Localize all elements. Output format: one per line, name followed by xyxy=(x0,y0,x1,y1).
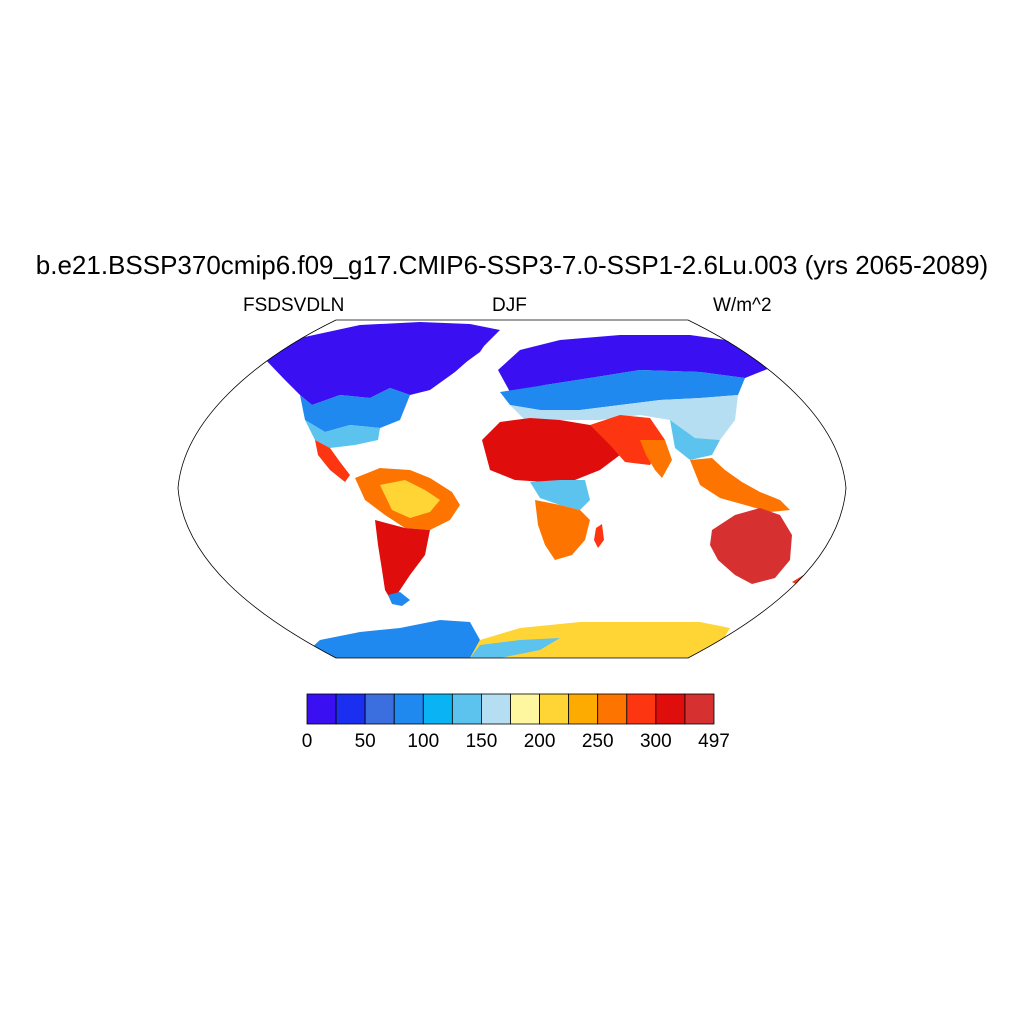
eurasia-south xyxy=(510,395,738,440)
colorbar-swatch xyxy=(684,693,715,725)
colorbar-swatch xyxy=(481,693,511,725)
colorbar-tick-label: 150 xyxy=(465,731,498,752)
colorbar xyxy=(306,693,715,725)
southern-africa xyxy=(535,500,590,560)
central-africa xyxy=(530,480,590,510)
eurasia-arctic xyxy=(498,335,772,392)
patagonia xyxy=(388,592,410,606)
variable-name: FSDSVDLN xyxy=(243,295,345,316)
eurasia-mid xyxy=(500,370,745,410)
madagascar xyxy=(594,524,604,548)
colorbar-swatch xyxy=(364,693,395,725)
units-label: W/m^2 xyxy=(713,295,772,316)
south-america-south xyxy=(375,520,430,602)
colorbar-swatch xyxy=(626,693,657,725)
colorbar-swatch xyxy=(568,693,599,725)
china-south xyxy=(670,420,720,460)
colorbar-tick-label: 300 xyxy=(639,731,672,752)
antarctica-west xyxy=(300,620,480,658)
colorbar-tick-label: 50 xyxy=(354,731,376,752)
colorbar-swatch xyxy=(597,693,628,725)
india xyxy=(640,440,672,478)
greenland xyxy=(410,326,492,372)
colorbar-swatch xyxy=(422,693,453,725)
plot-title: b.e21.BSSP370cmip6.f09_g17.CMIP6-SSP3-7.… xyxy=(35,250,989,280)
southeast-asia xyxy=(690,458,790,512)
colorbar-tick-label: 497 xyxy=(698,731,730,752)
colorbar-swatch xyxy=(539,693,570,725)
colorbar-tick-label: 100 xyxy=(407,731,440,752)
south-america-amazon xyxy=(380,480,440,518)
colorbar-swatch xyxy=(335,693,366,725)
sahara xyxy=(482,418,620,482)
australia xyxy=(710,508,792,584)
north-america-mid xyxy=(300,388,410,432)
colorbar-swatch xyxy=(510,693,540,725)
antarctica-coast xyxy=(470,638,560,658)
mexico xyxy=(315,440,350,482)
filled-field xyxy=(262,322,822,658)
colorbar-swatch xyxy=(393,693,424,725)
colorbar-tick-label: 250 xyxy=(581,731,614,752)
season-label: DJF xyxy=(492,295,527,316)
colorbar-swatch xyxy=(306,693,337,725)
colorbar-tick-label: 200 xyxy=(523,731,556,752)
globe-outline xyxy=(177,319,847,659)
colorbar-swatch xyxy=(451,693,482,725)
north-america-south xyxy=(305,420,380,448)
colorbar-tick-label: 0 xyxy=(301,731,313,752)
colorbar-swatch xyxy=(655,693,686,725)
